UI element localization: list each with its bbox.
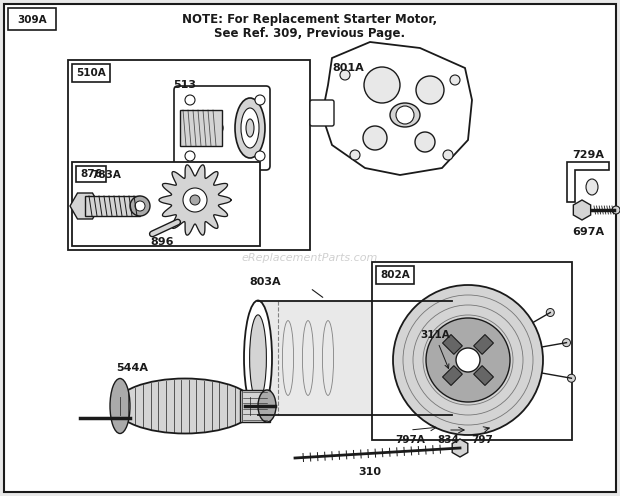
- Circle shape: [363, 126, 387, 150]
- Ellipse shape: [246, 119, 254, 137]
- Text: 510A: 510A: [76, 68, 106, 78]
- Ellipse shape: [250, 315, 267, 401]
- Circle shape: [450, 75, 460, 85]
- Bar: [68, 60, 310, 250]
- Ellipse shape: [586, 179, 598, 195]
- Text: eReplacementParts.com: eReplacementParts.com: [242, 253, 378, 263]
- Text: 783A: 783A: [91, 170, 121, 180]
- Circle shape: [415, 132, 435, 152]
- Circle shape: [255, 95, 265, 105]
- Circle shape: [443, 150, 453, 160]
- Text: 803A: 803A: [249, 277, 281, 287]
- Bar: [474, 366, 494, 385]
- Circle shape: [393, 285, 543, 435]
- FancyBboxPatch shape: [310, 100, 334, 126]
- Text: 697A: 697A: [572, 227, 604, 237]
- Ellipse shape: [110, 378, 130, 434]
- Circle shape: [183, 188, 207, 212]
- Circle shape: [546, 309, 554, 316]
- Polygon shape: [159, 165, 231, 235]
- Text: 513: 513: [174, 80, 197, 90]
- Ellipse shape: [241, 108, 259, 148]
- Bar: [372, 262, 572, 440]
- Circle shape: [612, 206, 620, 214]
- Polygon shape: [574, 200, 591, 220]
- Bar: [85, 196, 140, 216]
- Text: 801A: 801A: [332, 63, 364, 73]
- Bar: [376, 266, 414, 284]
- Text: 834: 834: [437, 435, 459, 445]
- Circle shape: [364, 67, 400, 103]
- Polygon shape: [452, 439, 468, 457]
- Circle shape: [185, 151, 195, 161]
- Circle shape: [130, 196, 150, 216]
- Text: NOTE: For Replacement Starter Motor,: NOTE: For Replacement Starter Motor,: [182, 13, 438, 26]
- Bar: [443, 366, 463, 385]
- Circle shape: [350, 150, 360, 160]
- Text: 802A: 802A: [380, 270, 410, 280]
- Text: 797A: 797A: [395, 435, 425, 445]
- Text: See Ref. 309, Previous Page.: See Ref. 309, Previous Page.: [215, 27, 405, 41]
- Circle shape: [340, 70, 350, 80]
- Text: 310: 310: [358, 467, 381, 477]
- Text: 544A: 544A: [116, 363, 148, 373]
- Circle shape: [567, 374, 575, 382]
- Bar: [8, 8, 56, 30]
- Circle shape: [255, 151, 265, 161]
- Text: 876: 876: [80, 169, 102, 179]
- Ellipse shape: [390, 103, 420, 127]
- Circle shape: [416, 76, 444, 104]
- Bar: [72, 64, 110, 82]
- Bar: [76, 166, 106, 182]
- Text: 797: 797: [471, 435, 493, 445]
- Polygon shape: [322, 42, 472, 175]
- Ellipse shape: [193, 118, 223, 138]
- Text: 896: 896: [150, 237, 174, 247]
- Polygon shape: [70, 193, 100, 219]
- Bar: [240, 390, 270, 422]
- Circle shape: [135, 201, 145, 211]
- Ellipse shape: [258, 390, 276, 422]
- Text: 729A: 729A: [572, 150, 604, 160]
- Bar: [180, 110, 222, 146]
- Circle shape: [456, 348, 480, 372]
- Bar: [474, 334, 494, 354]
- Circle shape: [562, 339, 570, 347]
- Circle shape: [426, 318, 510, 402]
- Bar: [72, 162, 260, 246]
- Circle shape: [190, 195, 200, 205]
- Polygon shape: [567, 162, 609, 202]
- FancyBboxPatch shape: [174, 86, 270, 170]
- Ellipse shape: [438, 301, 466, 416]
- Ellipse shape: [244, 301, 272, 416]
- Text: 311A: 311A: [420, 330, 449, 369]
- Circle shape: [396, 106, 414, 124]
- Circle shape: [185, 95, 195, 105]
- Ellipse shape: [235, 98, 265, 158]
- Ellipse shape: [115, 378, 255, 434]
- Bar: [443, 334, 463, 354]
- Text: 309A: 309A: [17, 15, 47, 25]
